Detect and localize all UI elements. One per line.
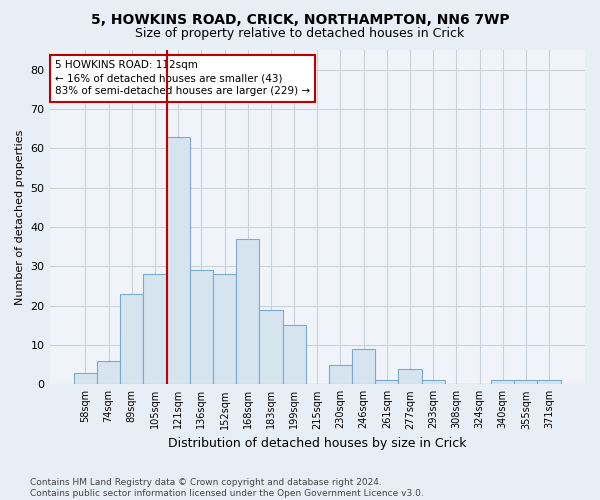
Bar bbox=[167, 136, 190, 384]
Bar bbox=[422, 380, 445, 384]
Bar bbox=[74, 372, 97, 384]
Bar bbox=[213, 274, 236, 384]
X-axis label: Distribution of detached houses by size in Crick: Distribution of detached houses by size … bbox=[168, 437, 467, 450]
Bar bbox=[491, 380, 514, 384]
Bar bbox=[120, 294, 143, 384]
Text: 5, HOWKINS ROAD, CRICK, NORTHAMPTON, NN6 7WP: 5, HOWKINS ROAD, CRICK, NORTHAMPTON, NN6… bbox=[91, 12, 509, 26]
Text: Size of property relative to detached houses in Crick: Size of property relative to detached ho… bbox=[136, 28, 464, 40]
Bar bbox=[329, 364, 352, 384]
Text: Contains HM Land Registry data © Crown copyright and database right 2024.
Contai: Contains HM Land Registry data © Crown c… bbox=[30, 478, 424, 498]
Bar bbox=[375, 380, 398, 384]
Bar bbox=[352, 349, 375, 384]
Bar bbox=[143, 274, 167, 384]
Text: 5 HOWKINS ROAD: 112sqm
← 16% of detached houses are smaller (43)
83% of semi-det: 5 HOWKINS ROAD: 112sqm ← 16% of detached… bbox=[55, 60, 310, 96]
Bar bbox=[97, 360, 120, 384]
Bar bbox=[514, 380, 538, 384]
Bar bbox=[259, 310, 283, 384]
Bar bbox=[283, 326, 305, 384]
Bar bbox=[236, 239, 259, 384]
Y-axis label: Number of detached properties: Number of detached properties bbox=[15, 130, 25, 305]
Bar bbox=[538, 380, 560, 384]
Bar bbox=[190, 270, 213, 384]
Bar bbox=[398, 368, 422, 384]
